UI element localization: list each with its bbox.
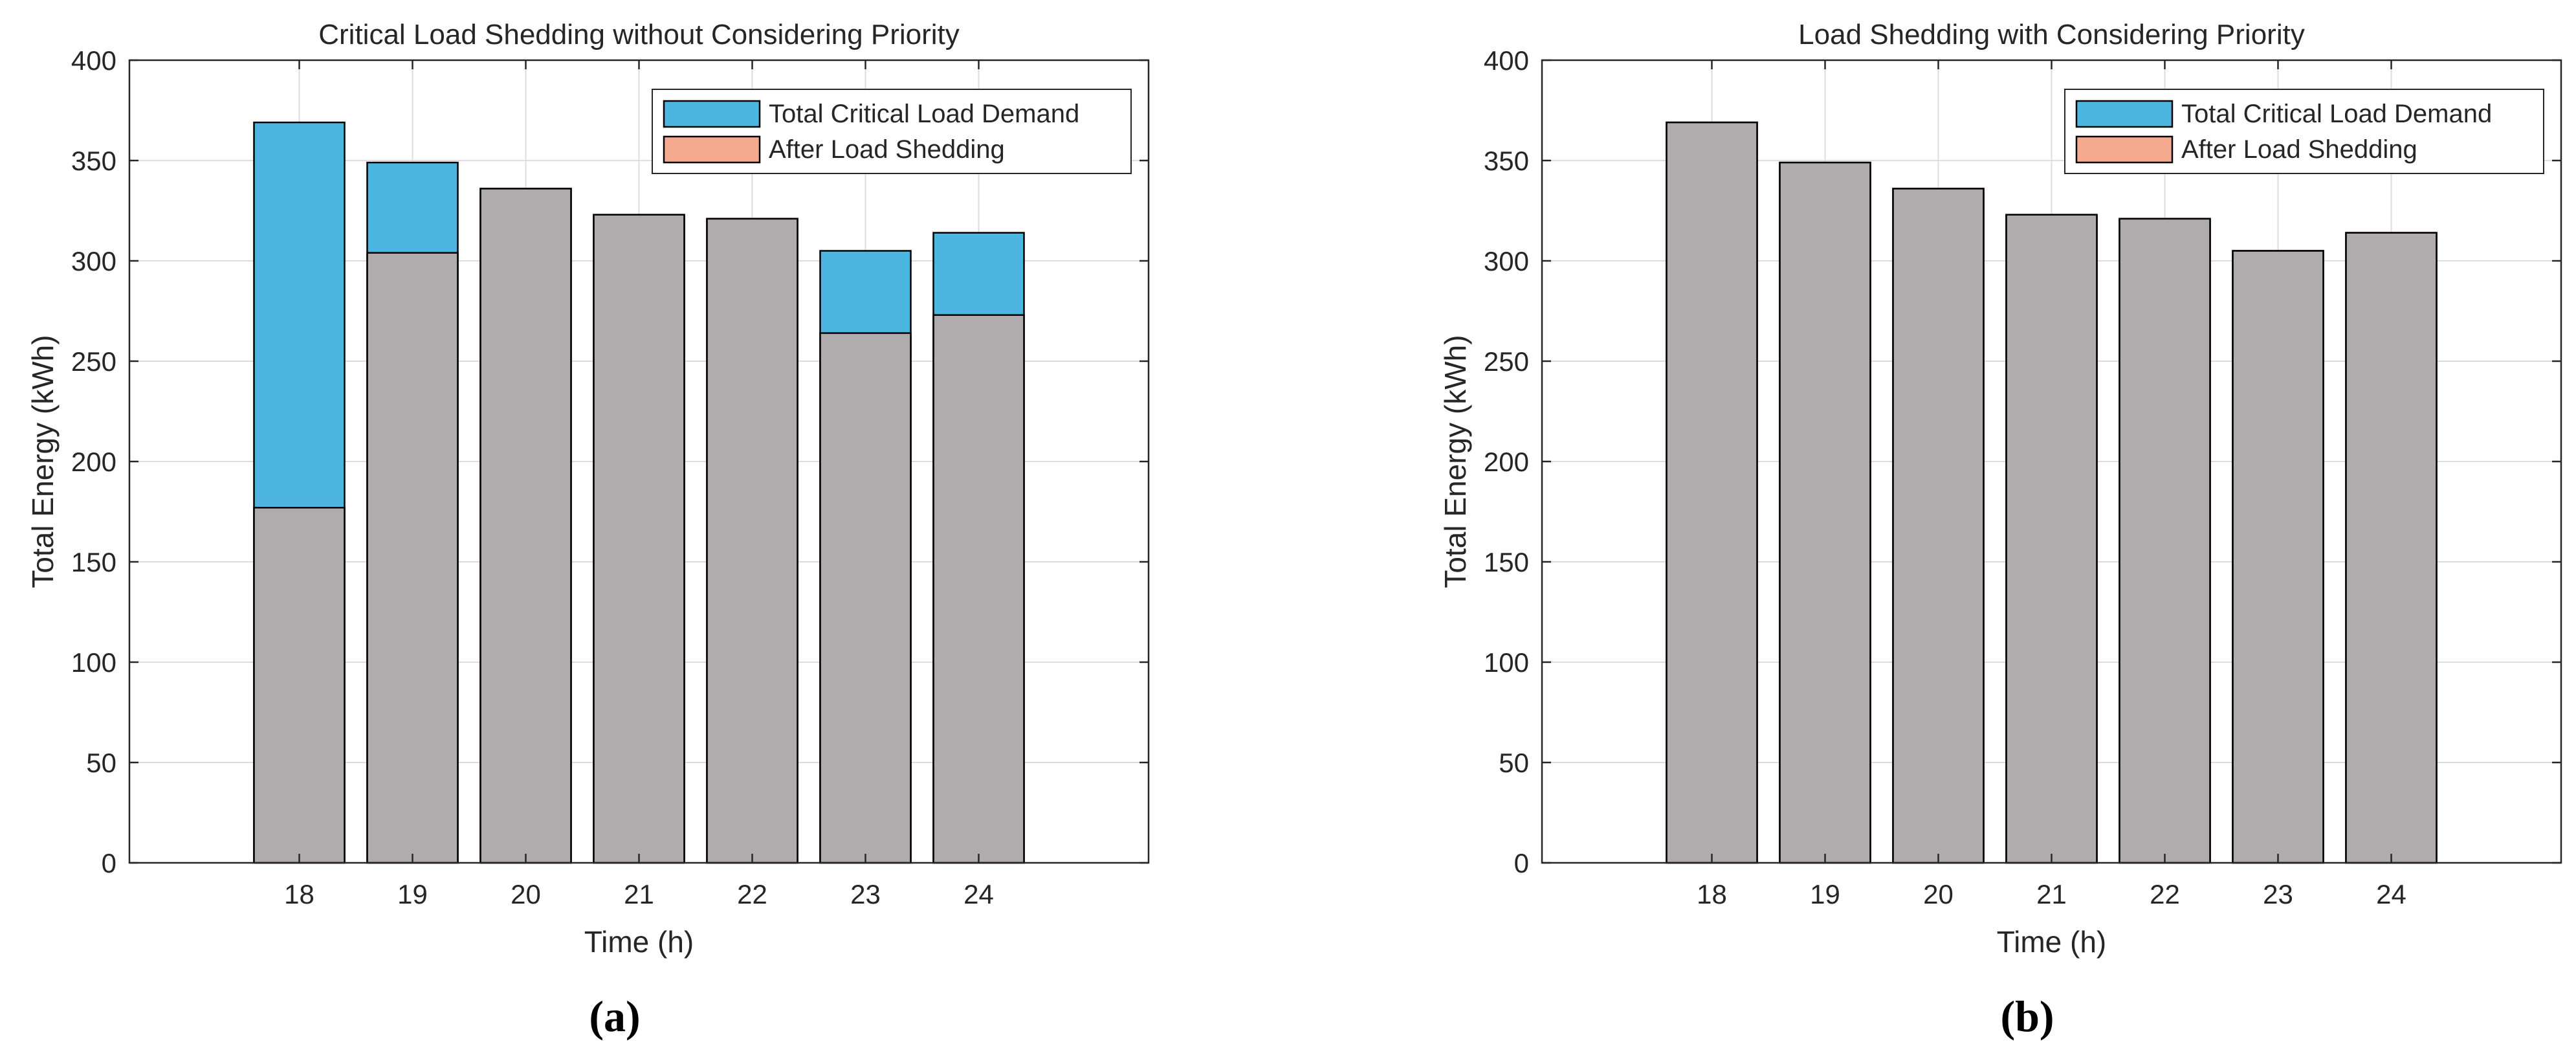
x-tick-label: 18 (284, 879, 314, 909)
bar-after-shedding-21 (593, 214, 685, 864)
x-tick-label: 21 (624, 879, 654, 909)
bar-after-shedding-20 (1892, 188, 1985, 864)
legend-after-shedding-label: After Load Shedding (769, 135, 1005, 164)
bar-after-shedding-22 (706, 217, 798, 864)
bar-after-shedding-21 (2005, 214, 2098, 864)
panel-caption: (b) (2000, 992, 2054, 1041)
x-tick-label: 19 (397, 879, 428, 909)
x-tick-label: 20 (511, 879, 541, 909)
bar-after-shedding-18 (253, 507, 346, 864)
y-tick-label: 150 (1484, 547, 1529, 577)
y-tick-label: 250 (1484, 346, 1529, 377)
legend-after-shedding-swatch (2075, 135, 2174, 164)
y-tick-label: 300 (71, 246, 116, 276)
panel-caption: (a) (589, 992, 640, 1041)
y-tick-label: 150 (71, 547, 116, 577)
y-tick-label: 400 (71, 45, 116, 76)
chart-title: Critical Load Shedding without Consideri… (318, 19, 960, 50)
bar-after-shedding-19 (366, 252, 459, 864)
bar-after-shedding-18 (1666, 121, 1758, 864)
bar-after-shedding-22 (2119, 217, 2211, 864)
y-tick-label: 0 (102, 848, 116, 878)
x-axis-label: Time (h) (1997, 925, 2107, 959)
y-tick-label: 100 (71, 647, 116, 678)
bar-after-shedding-24 (2345, 232, 2438, 864)
chart-panel-a: 0 50 100 150 200 250 300 350 400 18 19 20 21 22 23 24 Cr… (26, 19, 1150, 1041)
y-tick-label: 300 (1484, 246, 1529, 276)
y-tick-label: 50 (1499, 748, 1529, 778)
legend-demand-label: Total Critical Load Demand (769, 100, 1079, 128)
x-tick-label: 19 (1810, 879, 1840, 909)
legend-after-shedding-label: After Load Shedding (2181, 135, 2417, 164)
y-tick-label: 50 (86, 748, 116, 778)
x-axis-label: Time (h) (584, 925, 694, 959)
legend-demand-swatch (663, 100, 761, 128)
x-tick-label: 22 (2150, 879, 2180, 909)
y-tick-label: 350 (1484, 146, 1529, 176)
x-tick-label: 24 (2376, 879, 2406, 909)
x-tick-label: 23 (2263, 879, 2293, 909)
legend-after-shedding-swatch (663, 135, 761, 164)
legend-demand-label: Total Critical Load Demand (2181, 100, 2492, 128)
y-tick-label: 200 (1484, 447, 1529, 477)
y-tick-label: 0 (1514, 848, 1529, 878)
legend-demand-swatch (2075, 100, 2174, 128)
y-tick-label: 400 (1484, 45, 1529, 76)
bar-after-shedding-23 (819, 332, 912, 864)
bar-after-shedding-20 (479, 188, 572, 864)
chart-title: Load Shedding with Considering Priority (1798, 19, 2305, 50)
chart-panel-b: 0 50 100 150 200 250 300 350 400 18 19 20 21 22 23 24 Lo… (1438, 19, 2562, 1041)
y-tick-label: 100 (1484, 647, 1529, 678)
x-tick-label: 22 (737, 879, 767, 909)
y-tick-label: 200 (71, 447, 116, 477)
x-tick-label: 24 (963, 879, 994, 909)
y-axis-label: Total Energy (kWh) (1438, 335, 1472, 588)
x-tick-label: 23 (850, 879, 881, 909)
y-axis-label: Total Energy (kWh) (26, 335, 60, 588)
y-tick-label: 350 (71, 146, 116, 176)
bar-after-shedding-23 (2232, 250, 2324, 864)
y-tick-label: 250 (71, 346, 116, 377)
x-tick-label: 21 (2036, 879, 2067, 909)
bar-after-shedding-19 (1779, 161, 1871, 864)
x-tick-label: 20 (1923, 879, 1954, 909)
bar-after-shedding-24 (932, 314, 1025, 864)
x-tick-label: 18 (1697, 879, 1727, 909)
